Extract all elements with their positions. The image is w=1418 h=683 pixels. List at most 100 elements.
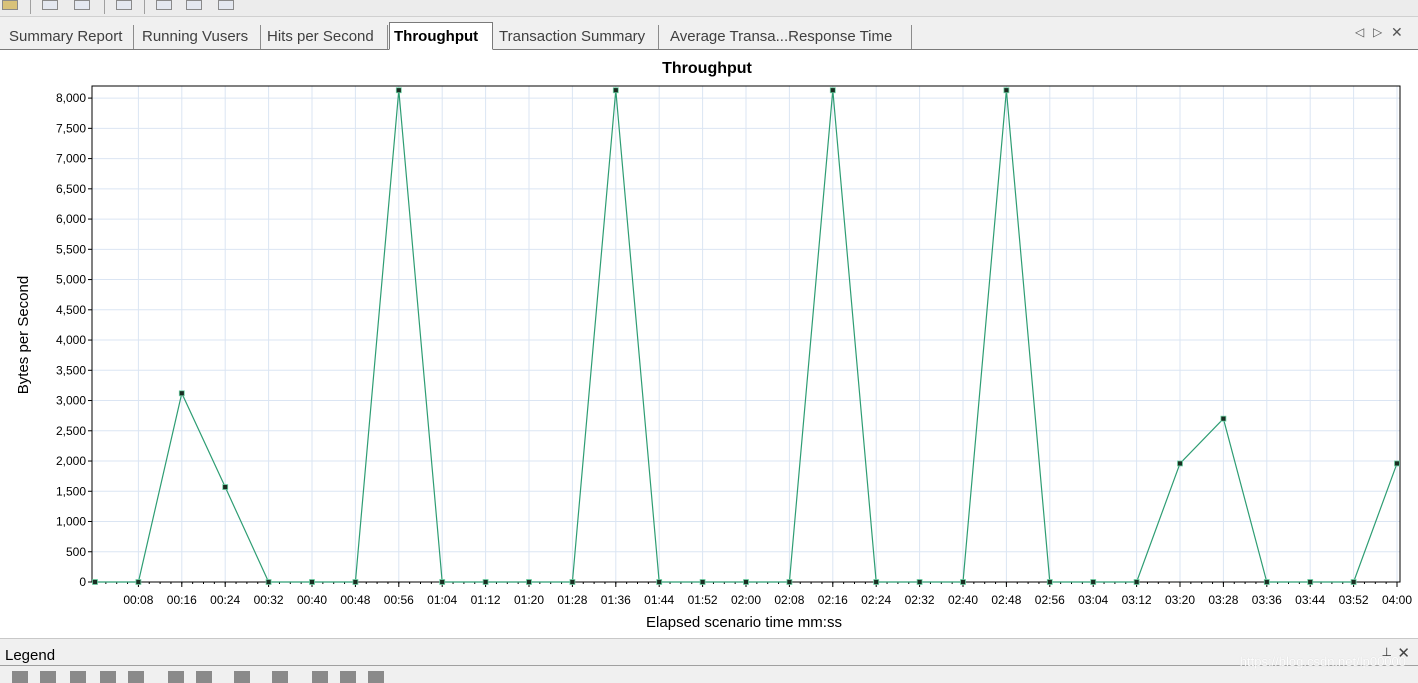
x-tick-label: 01:04 <box>427 593 457 607</box>
y-tick-label: 7,500 <box>56 121 86 135</box>
data-point <box>613 88 618 93</box>
watermark: https://blog.csdn.net/lp00000 <box>1240 654 1406 669</box>
tab-bar: Summary Report Running Vusers Hits per S… <box>0 17 1418 50</box>
toolbar-icon-2[interactable] <box>42 0 58 10</box>
y-tick-label: 3,500 <box>56 363 86 377</box>
x-tick-label: 00:32 <box>254 593 284 607</box>
data-point <box>1091 580 1096 585</box>
tab-close-icon[interactable]: ✕ <box>1391 24 1403 41</box>
data-point <box>1351 580 1356 585</box>
x-tick-label: 02:48 <box>991 593 1021 607</box>
throughput-chart[interactable]: Throughput 0 500 1,000 1,500 2,000 2,500 3,000… <box>0 50 1418 638</box>
data-point <box>223 485 228 490</box>
y-tick-label: 1,000 <box>56 515 86 529</box>
x-tick-label: 00:24 <box>210 593 240 607</box>
x-tick-label: 02:56 <box>1035 593 1065 607</box>
x-tick-label: 00:48 <box>340 593 370 607</box>
legend-toolbar-icon-2[interactable] <box>40 671 56 683</box>
legend-toolbar-icon-1[interactable] <box>12 671 28 683</box>
tab-running-vusers[interactable]: Running Vusers <box>138 25 261 49</box>
legend-toolbar-icon-12[interactable] <box>368 671 384 683</box>
y-tick-label: 2,500 <box>56 424 86 438</box>
legend-toolbar-icon-5[interactable] <box>128 671 144 683</box>
x-axis-label: Elapsed scenario time mm:ss <box>646 614 842 631</box>
legend-toolbar-icon-3[interactable] <box>70 671 86 683</box>
x-tick-label: 01:44 <box>644 593 674 607</box>
tab-scroll-left-icon[interactable]: ◁ <box>1355 25 1364 39</box>
data-point <box>961 580 966 585</box>
x-tick-label: 00:40 <box>297 593 327 607</box>
tab-scroll-right-icon[interactable]: ▷ <box>1373 25 1382 39</box>
data-point <box>744 580 749 585</box>
data-point <box>787 580 792 585</box>
data-point <box>440 580 445 585</box>
tab-hits-per-second[interactable]: Hits per Second <box>263 25 388 49</box>
data-point <box>1221 416 1226 421</box>
y-tick-label: 500 <box>66 545 86 559</box>
x-tick-label: 00:56 <box>384 593 414 607</box>
data-point <box>570 580 575 585</box>
data-point <box>527 580 532 585</box>
x-tick-label: 03:20 <box>1165 593 1195 607</box>
data-point <box>266 580 271 585</box>
legend-divider <box>0 665 1418 666</box>
x-tick-label: 01:20 <box>514 593 544 607</box>
y-tick-label: 8,000 <box>56 91 86 105</box>
y-tick-label: 3,000 <box>56 394 86 408</box>
tab-transaction-summary[interactable]: Transaction Summary <box>495 25 659 49</box>
x-tick-label: 01:52 <box>688 593 718 607</box>
data-point <box>830 88 835 93</box>
throughput-graph-panel: Throughput 0 500 1,000 1,500 2,000 2,500 3,000… <box>0 50 1418 638</box>
data-point <box>700 580 705 585</box>
legend-toolbar-icon-6[interactable] <box>168 671 184 683</box>
tab-summary-report[interactable]: Summary Report <box>5 25 134 49</box>
toolbar-icon-6[interactable] <box>186 0 202 10</box>
tab-throughput[interactable]: Throughput <box>389 22 493 50</box>
toolbar-icon-5[interactable] <box>156 0 172 10</box>
x-tick-label: 03:44 <box>1295 593 1325 607</box>
y-tick-label: 4,500 <box>56 303 86 317</box>
x-tick-label: 03:04 <box>1078 593 1108 607</box>
legend-toolbar-icon-11[interactable] <box>340 671 356 683</box>
data-point <box>136 580 141 585</box>
x-tick-label: 04:00 <box>1382 593 1412 607</box>
data-point <box>1047 580 1052 585</box>
x-tick-label: 02:32 <box>905 593 935 607</box>
data-point <box>1178 461 1183 466</box>
tab-average-transaction-response-time[interactable]: Average Transa...Response Time <box>666 25 912 49</box>
y-tick-label: 5,000 <box>56 273 86 287</box>
data-point <box>353 580 358 585</box>
data-point <box>874 580 879 585</box>
y-tick-label: 5,500 <box>56 242 86 256</box>
data-point <box>93 580 98 585</box>
x-tick-label: 01:28 <box>557 593 587 607</box>
toolbar-icon-1[interactable] <box>2 0 18 10</box>
x-tick-label: 00:16 <box>167 593 197 607</box>
toolbar-icon-4[interactable] <box>116 0 132 10</box>
legend-toolbar-icon-7[interactable] <box>196 671 212 683</box>
x-tick-label: 02:24 <box>861 593 891 607</box>
y-tick-label: 0 <box>79 575 86 589</box>
toolbar-separator <box>104 0 105 14</box>
x-tick-label: 03:28 <box>1208 593 1238 607</box>
toolbar-separator <box>30 0 31 14</box>
x-tick-label: 03:12 <box>1122 593 1152 607</box>
x-tick-label: 02:16 <box>818 593 848 607</box>
y-axis-label: Bytes per Second <box>15 276 32 394</box>
x-tick-label: 02:08 <box>774 593 804 607</box>
legend-toolbar-icon-9[interactable] <box>272 671 288 683</box>
data-point <box>1308 580 1313 585</box>
legend-toolbar-icon-8[interactable] <box>234 671 250 683</box>
y-tick-label: 6,500 <box>56 182 86 196</box>
legend-toolbar-icon-10[interactable] <box>312 671 328 683</box>
main-toolbar <box>0 0 1418 17</box>
data-point <box>179 391 184 396</box>
data-point <box>310 580 315 585</box>
data-point <box>657 580 662 585</box>
data-point <box>1264 580 1269 585</box>
toolbar-icon-3[interactable] <box>74 0 90 10</box>
legend-pane: Legend ⊥ ✕ <box>0 638 1418 683</box>
legend-title: Legend <box>5 647 55 664</box>
legend-toolbar-icon-4[interactable] <box>100 671 116 683</box>
toolbar-icon-7[interactable] <box>218 0 234 10</box>
